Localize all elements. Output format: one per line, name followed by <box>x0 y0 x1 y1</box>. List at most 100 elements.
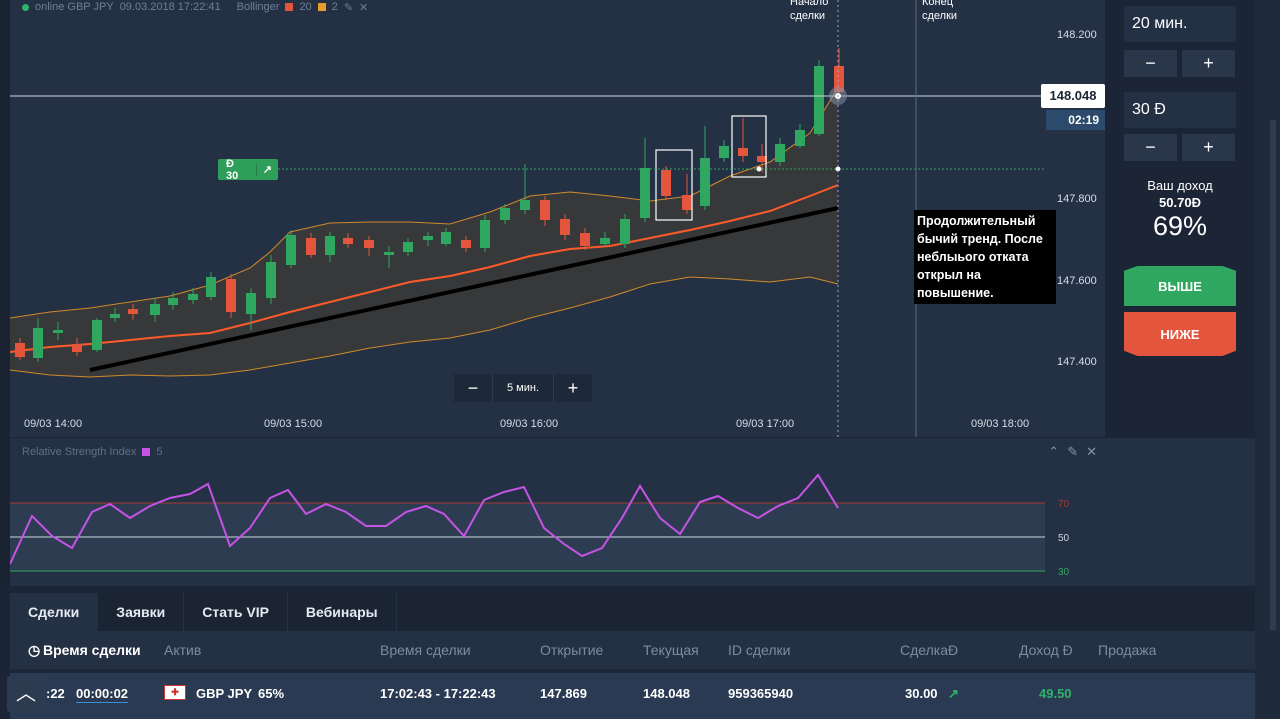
y-tick-label: 148.200 <box>1057 29 1097 41</box>
time-plus-button[interactable]: + <box>1182 50 1235 77</box>
candle-body <box>92 320 102 350</box>
zoom-control: − 5 мин. + <box>454 374 593 402</box>
instrument-label: online GBP JPY <box>35 1 114 13</box>
bollinger-lower-line <box>10 276 839 378</box>
x-tick-label: 09/03 18:00 <box>971 418 1029 430</box>
income-title: Ваш доход <box>1147 178 1213 193</box>
deal-marker-label: сделки <box>790 10 825 22</box>
candle-body <box>364 240 374 248</box>
col-amount[interactable]: СделкаĐ <box>900 642 959 658</box>
rsi-panel[interactable]: 70 50 30 Relative Strength Index 5 ⌃ ✎ ✕ <box>10 437 1255 586</box>
x-tick-label: 09/03 17:00 <box>736 418 794 430</box>
deal-badge[interactable]: Đ 30 ↗ <box>218 158 278 182</box>
time-field[interactable]: 20 мин. <box>1124 6 1236 42</box>
tab-deals[interactable]: Сделки <box>10 593 99 631</box>
tab-vip[interactable]: Стать VIP <box>184 593 288 631</box>
scrollbar-track[interactable] <box>1255 0 1280 719</box>
deals-tabs: Сделки Заявки Стать VIP Вебинары <box>10 593 1255 631</box>
amount-field[interactable]: 30 Đ <box>1124 92 1236 128</box>
entry-dot <box>835 166 841 172</box>
left-strip <box>0 0 10 585</box>
candle-body <box>757 156 767 162</box>
candle-body <box>72 344 82 352</box>
scroll-up-button[interactable]: ︿ <box>7 676 45 712</box>
arrow-up-right-icon: ↗ <box>255 163 278 176</box>
candle-body <box>560 219 570 235</box>
col-sale[interactable]: Продажа <box>1098 642 1157 658</box>
candle-body <box>520 200 530 210</box>
buy-down-button[interactable]: НИЖЕ <box>1124 312 1236 356</box>
amount-plus-button[interactable]: + <box>1182 134 1235 161</box>
highlight-box <box>731 115 767 178</box>
candle-body <box>188 294 198 300</box>
trend-line <box>89 206 839 372</box>
candle-body <box>33 328 43 358</box>
time-minus-button[interactable]: − <box>1124 50 1177 77</box>
rsi-canvas: 70 50 30 <box>10 473 1070 578</box>
deviation-label: 2 <box>331 1 338 13</box>
candle-body <box>150 304 160 315</box>
col-deal-time[interactable]: Время сделки <box>43 642 141 658</box>
amount-stepper: − + <box>1124 134 1235 161</box>
col-asset[interactable]: Актив <box>164 642 202 658</box>
collapse-icon[interactable]: ⌃ <box>1048 444 1060 459</box>
col-open[interactable]: Открытие <box>540 642 604 658</box>
edit-icon[interactable]: ✎ <box>343 1 354 14</box>
close-icon[interactable]: ✕ <box>359 1 369 14</box>
zoom-in-button[interactable]: + <box>554 374 593 402</box>
col-deal-id[interactable]: ID сделки <box>728 642 791 658</box>
table-row[interactable]: :22 00:00:02 ✚ GBP JPY 65% 17:02:43 - 17… <box>10 673 1255 719</box>
candle-body <box>206 277 216 297</box>
rsi-level-label: 30 <box>1058 567 1070 578</box>
candle-body <box>15 343 25 357</box>
edit-icon[interactable]: ✎ <box>1067 444 1079 459</box>
x-tick-label: 09/03 14:00 <box>24 418 82 430</box>
arrow-up-right-icon: ↗ <box>948 686 959 701</box>
row-current: 148.048 <box>643 686 690 701</box>
tab-orders[interactable]: Заявки <box>98 593 185 631</box>
row-open: 147.869 <box>540 686 587 701</box>
rsi-controls: ⌃ ✎ ✕ <box>1048 444 1097 460</box>
candle-body <box>325 236 335 255</box>
candle-body <box>700 158 710 206</box>
candle-body <box>461 240 471 248</box>
candle-body <box>441 232 451 244</box>
candle-body <box>640 168 650 218</box>
candle-body <box>403 242 413 252</box>
candle-body <box>480 220 490 248</box>
tab-webinars[interactable]: Вебинары <box>288 593 397 631</box>
row-time-left: :22 <box>46 686 65 701</box>
candle-body <box>384 252 394 255</box>
buy-up-button[interactable]: ВЫШЕ <box>1124 266 1236 306</box>
col-current[interactable]: Текущая <box>643 642 699 658</box>
col-income[interactable]: Доход Đ <box>1019 642 1073 658</box>
candle-body <box>620 219 630 244</box>
candle-body <box>834 66 844 92</box>
chart-header: online GBP JPY 09.03.2018 17:22:41 Bolli… <box>22 0 368 14</box>
y-tick-label: 147.400 <box>1057 356 1097 368</box>
current-price-label: 148.048 <box>1041 84 1105 108</box>
amount-minus-button[interactable]: − <box>1124 134 1177 161</box>
chart-canvas[interactable]: 09/03 14:00 09/03 15:00 09/03 16:00 09/03 1… <box>10 0 1105 437</box>
rsi-level-label: 70 <box>1058 499 1070 510</box>
row-timer: 00:00:02 <box>76 686 129 701</box>
datetime-label: 09.03.2018 17:22:41 <box>119 1 221 13</box>
row-amount: 30.00 <box>905 686 938 701</box>
uk-flag-icon: ✚ <box>164 685 186 700</box>
entry-dot <box>756 166 762 172</box>
candle-body <box>246 293 256 314</box>
close-icon[interactable]: ✕ <box>1086 444 1097 459</box>
candle-body <box>661 170 671 196</box>
candle-body <box>168 298 178 305</box>
scrollbar-thumb[interactable] <box>1270 120 1276 630</box>
candle-body <box>128 309 138 314</box>
bollinger-band-area <box>10 88 838 377</box>
zoom-label: 5 мин. <box>492 374 555 402</box>
deals-panel: Сделки Заявки Стать VIP Вебинары ◷ Время… <box>10 593 1255 719</box>
highlight-box <box>655 149 693 221</box>
candle-body <box>795 130 805 146</box>
candle-body <box>343 238 353 244</box>
zoom-out-button[interactable]: − <box>454 374 492 402</box>
col-deal-period[interactable]: Время сделки <box>380 642 471 658</box>
candle-body <box>423 236 433 240</box>
